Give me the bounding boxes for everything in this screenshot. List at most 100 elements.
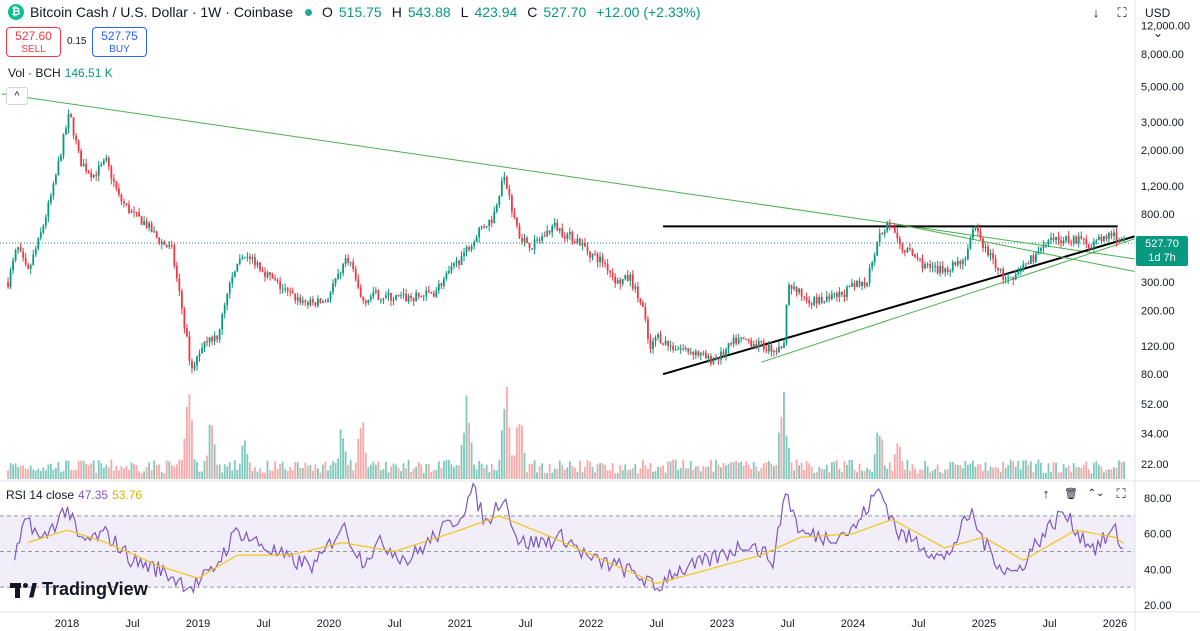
volume-bar <box>322 464 324 479</box>
candle-body <box>992 253 994 259</box>
price-axis-label: 52.00 <box>1141 399 1169 411</box>
currency-selector[interactable]: USD ⌄ <box>1141 3 1191 40</box>
symbol-title[interactable]: Bitcoin Cash / U.S. Dollar · 1W · Coinba… <box>30 4 293 20</box>
tradingview-logo[interactable]: TradingView <box>10 579 148 600</box>
volume-bar <box>440 467 443 479</box>
fullscreen-icon[interactable]: ⛶ <box>1117 5 1127 20</box>
rsi-legend[interactable]: RSI 14 close 47.35 53.76 <box>6 488 142 502</box>
volume-bar <box>669 461 672 479</box>
candle-body <box>483 226 486 228</box>
candle-body <box>39 232 42 238</box>
collapse-legend-button[interactable]: ^ <box>6 87 28 105</box>
maximize-pane-icon[interactable]: ⛶ <box>1116 486 1126 501</box>
volume-bar <box>682 459 685 479</box>
volume-bar <box>533 460 536 479</box>
candle-body <box>12 260 14 271</box>
candle-body <box>974 226 977 230</box>
volume-bar <box>526 472 528 479</box>
volume-bar <box>155 464 158 479</box>
volume-bar <box>888 462 891 479</box>
candle-body <box>475 237 478 242</box>
volume-bar <box>279 463 282 479</box>
candle-body <box>725 349 727 357</box>
volume-bar <box>752 462 755 479</box>
candle-body <box>500 180 503 197</box>
volume-bar <box>652 471 654 479</box>
move-up-icon[interactable]: ↑ <box>1042 486 1050 501</box>
candle-body <box>233 271 236 277</box>
volume-bar <box>1024 460 1027 479</box>
candle-body <box>903 250 906 253</box>
volume-bar <box>453 467 455 479</box>
price-axis-label: 2,000.00 <box>1141 145 1184 157</box>
volume-bar <box>92 460 95 479</box>
volume-bar <box>226 466 229 479</box>
bitcoin-cash-icon: ₿ <box>8 4 24 20</box>
collapse-pane-icon[interactable]: ⌃⌄ <box>1087 488 1105 499</box>
volume-bar <box>702 465 705 479</box>
rsi-ma-line <box>27 515 1124 584</box>
volume-bar <box>107 467 110 479</box>
volume-bar <box>128 469 130 479</box>
volume-bar <box>1095 461 1098 479</box>
trendline-green <box>1 93 1135 260</box>
volume-bar <box>140 473 143 479</box>
volume-bar <box>425 464 428 479</box>
time-axis-label: Jul <box>387 618 401 630</box>
candle-body <box>906 248 909 253</box>
candle-body <box>883 231 886 234</box>
delete-icon[interactable]: 🗑 <box>1064 488 1078 500</box>
buy-button[interactable]: 527.75 BUY <box>92 27 147 57</box>
candle-body <box>639 298 642 303</box>
volume-bar <box>221 472 224 479</box>
volume-bar <box>629 469 632 479</box>
volume-bar <box>473 464 476 479</box>
candle-body <box>463 252 465 257</box>
candle-body <box>697 351 700 356</box>
volume-bar <box>294 462 297 479</box>
spread-value: 0.15 <box>67 36 87 47</box>
volume-bar <box>893 454 896 479</box>
volume-bar <box>747 464 750 479</box>
candle-body <box>566 234 569 239</box>
candle-body <box>886 222 889 232</box>
volume-bar <box>631 468 634 479</box>
candle-body <box>765 349 768 352</box>
candle-body <box>1077 236 1080 244</box>
candle-body <box>553 222 556 227</box>
candle-body <box>148 223 151 228</box>
candle-body <box>180 291 183 309</box>
volume-bar <box>780 416 783 479</box>
sell-button[interactable]: 527.60 SELL <box>6 27 61 57</box>
volume-bar <box>299 467 302 479</box>
candle-body <box>448 271 450 274</box>
volume-bar <box>760 467 763 479</box>
candle-body <box>1103 236 1105 242</box>
candle-body <box>516 217 518 226</box>
candle-body <box>1019 269 1022 273</box>
candle-body <box>256 262 259 266</box>
candle-body <box>435 290 438 297</box>
volume-bar <box>44 470 47 479</box>
volume-bar <box>878 435 881 479</box>
volume-bar <box>1123 461 1125 479</box>
symbol-header[interactable]: ₿ Bitcoin Cash / U.S. Dollar · 1W · Coin… <box>8 4 705 20</box>
volume-bar <box>566 467 569 479</box>
download-icon[interactable]: ↓ <box>1092 5 1100 20</box>
volume-bar <box>186 407 188 479</box>
candle-body <box>102 160 105 165</box>
candle-body <box>52 183 55 196</box>
volume-bar <box>1072 463 1075 479</box>
volume-legend[interactable]: Vol · BCH 146.51 K <box>8 66 113 80</box>
candle-body <box>37 237 40 249</box>
volume-bar <box>1034 463 1037 479</box>
volume-bar <box>966 464 969 479</box>
candle-body <box>793 286 795 289</box>
candle-body <box>541 236 544 241</box>
volume-bar <box>553 468 556 479</box>
candle-body <box>916 256 919 259</box>
volume-bar <box>863 471 866 479</box>
candle-body <box>160 241 163 244</box>
volume-bar <box>437 461 440 479</box>
